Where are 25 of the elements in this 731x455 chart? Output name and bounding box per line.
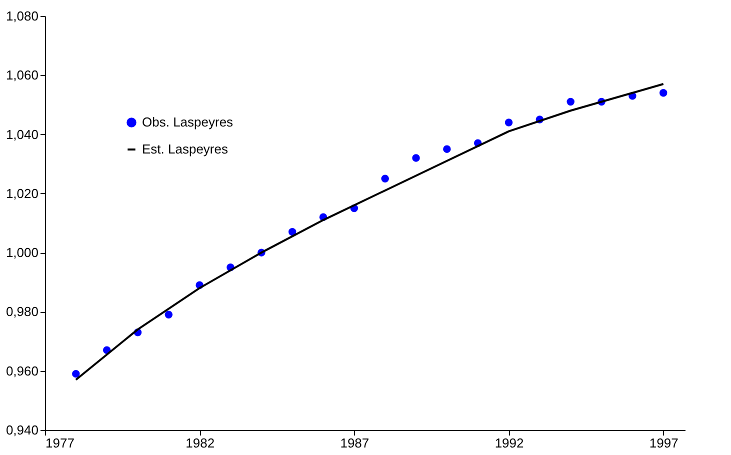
x-tick-label: 1987 <box>340 436 370 450</box>
x-tick-label: 1982 <box>186 436 215 450</box>
line-series <box>74 83 664 381</box>
y-tick-label: 1,080 <box>6 8 38 24</box>
y-tick-label: 1,000 <box>6 245 38 260</box>
point <box>412 154 420 162</box>
point <box>504 118 513 126</box>
x-tick-label: 1997 <box>649 436 678 450</box>
point <box>72 370 80 378</box>
y-tick-label: 1,040 <box>6 126 38 142</box>
point <box>164 310 173 319</box>
point <box>288 228 296 236</box>
point <box>443 145 451 153</box>
x-tick-label: 1992 <box>494 436 524 450</box>
point <box>381 174 389 183</box>
point <box>659 89 668 97</box>
y-tick-label: 0,940 <box>6 422 38 438</box>
point <box>566 98 574 106</box>
y-tick-label: 0,960 <box>6 363 38 378</box>
y-tick-label: 0,980 <box>6 304 38 320</box>
x-tick-label: 1977 <box>46 436 74 450</box>
y-tick-label: 1,060 <box>6 68 38 83</box>
legend-label: Obs. Laspeyres <box>142 114 234 130</box>
legend-label: Est. Laspeyres <box>142 142 228 156</box>
y-tick-label: 1,020 <box>6 186 38 201</box>
